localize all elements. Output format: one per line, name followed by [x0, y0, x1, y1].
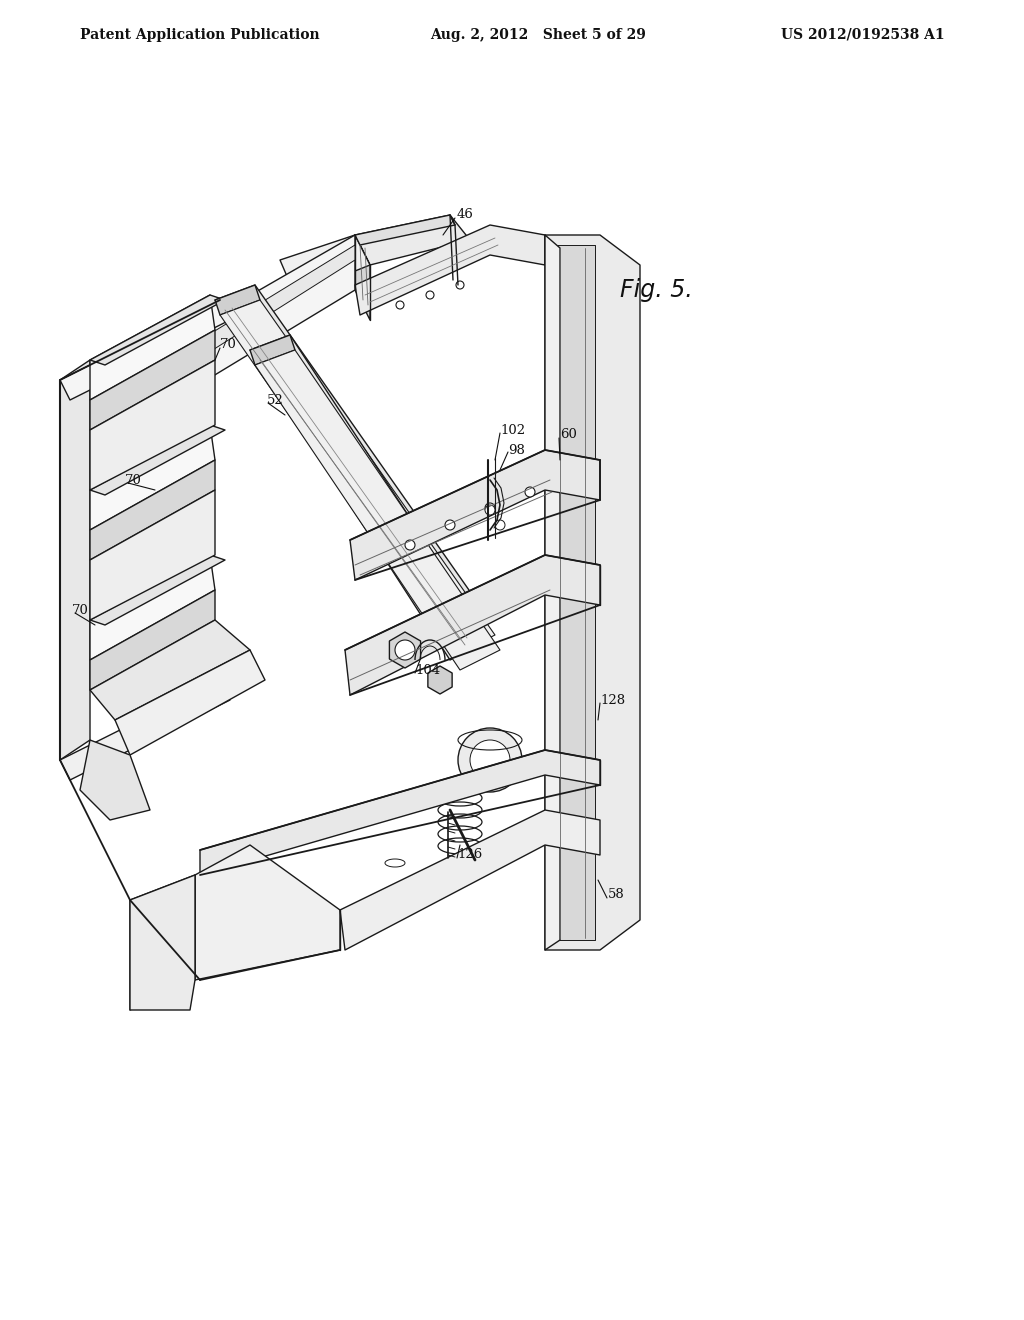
Polygon shape	[190, 235, 355, 389]
Circle shape	[456, 281, 464, 289]
Text: 126: 126	[457, 849, 482, 862]
Text: 128: 128	[600, 693, 625, 706]
Text: Patent Application Publication: Patent Application Publication	[80, 28, 319, 42]
Polygon shape	[60, 680, 230, 780]
Polygon shape	[555, 246, 595, 940]
Text: 46: 46	[457, 209, 474, 222]
Text: 70: 70	[72, 603, 89, 616]
Circle shape	[458, 729, 522, 792]
Polygon shape	[90, 554, 215, 660]
Polygon shape	[255, 350, 500, 671]
Text: Aug. 2, 2012   Sheet 5 of 29: Aug. 2, 2012 Sheet 5 of 29	[430, 28, 646, 42]
Text: 60: 60	[560, 429, 577, 441]
Polygon shape	[60, 300, 230, 400]
Polygon shape	[130, 875, 195, 1010]
Polygon shape	[90, 425, 215, 531]
Polygon shape	[90, 459, 215, 560]
Circle shape	[485, 506, 495, 515]
Polygon shape	[90, 490, 215, 620]
Polygon shape	[355, 224, 545, 315]
Circle shape	[495, 520, 505, 531]
Circle shape	[395, 640, 415, 660]
Polygon shape	[545, 235, 640, 950]
Polygon shape	[355, 215, 470, 265]
Text: 104: 104	[415, 664, 440, 676]
Polygon shape	[90, 294, 225, 366]
Polygon shape	[195, 845, 340, 979]
Polygon shape	[389, 632, 421, 668]
Polygon shape	[428, 667, 453, 694]
Polygon shape	[115, 649, 265, 755]
Polygon shape	[90, 294, 215, 400]
Text: 70: 70	[220, 338, 237, 351]
Polygon shape	[545, 235, 560, 950]
Polygon shape	[60, 360, 90, 760]
Circle shape	[406, 540, 415, 550]
Polygon shape	[90, 330, 215, 430]
Polygon shape	[250, 335, 295, 366]
Polygon shape	[355, 235, 370, 319]
Polygon shape	[90, 590, 215, 690]
Polygon shape	[280, 235, 370, 294]
Polygon shape	[340, 810, 600, 950]
Polygon shape	[350, 450, 600, 579]
Text: Fig. 5.: Fig. 5.	[620, 279, 693, 302]
Polygon shape	[200, 750, 600, 875]
Text: 98: 98	[508, 444, 525, 457]
Polygon shape	[90, 425, 225, 495]
Polygon shape	[130, 875, 195, 1010]
Circle shape	[485, 503, 495, 513]
Polygon shape	[200, 246, 355, 358]
Circle shape	[396, 301, 404, 309]
Polygon shape	[355, 215, 455, 246]
Text: US 2012/0192538 A1: US 2012/0192538 A1	[781, 28, 945, 42]
Text: 102: 102	[500, 424, 525, 437]
Polygon shape	[90, 554, 225, 624]
Text: 52: 52	[267, 393, 284, 407]
Text: 70: 70	[125, 474, 142, 487]
Polygon shape	[345, 554, 600, 696]
Polygon shape	[80, 741, 150, 820]
Circle shape	[470, 741, 510, 780]
Polygon shape	[90, 620, 250, 719]
Polygon shape	[90, 360, 215, 490]
Polygon shape	[250, 335, 490, 660]
Circle shape	[525, 487, 535, 498]
Polygon shape	[215, 285, 490, 640]
Circle shape	[426, 290, 434, 300]
Polygon shape	[220, 300, 495, 655]
Polygon shape	[215, 285, 260, 315]
Text: 58: 58	[608, 888, 625, 902]
Circle shape	[445, 520, 455, 531]
